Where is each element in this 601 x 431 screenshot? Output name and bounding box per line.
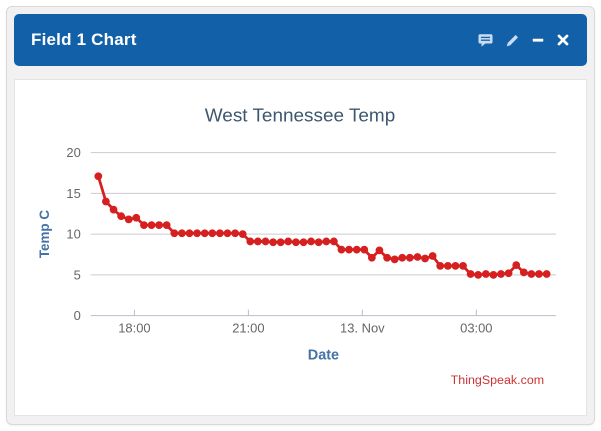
data-point[interactable] <box>185 229 194 238</box>
data-point[interactable] <box>307 237 315 246</box>
data-point[interactable] <box>178 229 186 238</box>
data-point[interactable] <box>94 172 103 181</box>
data-point[interactable] <box>276 238 285 247</box>
data-point[interactable] <box>375 246 384 255</box>
close-icon[interactable] <box>556 33 570 47</box>
data-point[interactable] <box>147 221 156 230</box>
data-point[interactable] <box>109 205 118 214</box>
data-point[interactable] <box>489 270 498 279</box>
data-point[interactable] <box>497 270 505 278</box>
data-point[interactable] <box>504 269 513 278</box>
data-point[interactable] <box>238 230 247 238</box>
data-point[interactable] <box>367 253 376 262</box>
data-point[interactable] <box>140 221 148 230</box>
y-tick-label: 15 <box>66 186 80 201</box>
data-point[interactable] <box>512 261 521 269</box>
data-point[interactable] <box>231 229 240 238</box>
data-point[interactable] <box>284 237 293 246</box>
data-point[interactable] <box>421 254 429 263</box>
data-point[interactable] <box>200 229 209 238</box>
data-point[interactable] <box>466 270 475 278</box>
data-point[interactable] <box>329 237 338 246</box>
data-point[interactable] <box>405 253 414 262</box>
y-tick-label: 10 <box>66 227 80 242</box>
credits-link[interactable]: ThingSpeak.com <box>451 373 544 387</box>
x-tick-label: 21:00 <box>232 321 264 336</box>
x-tick-label: 18:00 <box>118 321 150 336</box>
data-point[interactable] <box>436 262 445 270</box>
data-point[interactable] <box>443 262 452 270</box>
widget-window: Field 1 Chart <box>6 6 595 425</box>
data-point[interactable] <box>474 270 483 279</box>
data-point[interactable] <box>360 245 369 254</box>
x-tick-label: 13. Nov <box>340 321 385 336</box>
data-point[interactable] <box>215 229 224 238</box>
x-axis-title: Date <box>308 347 339 363</box>
data-point[interactable] <box>292 238 300 247</box>
data-point[interactable] <box>322 237 331 246</box>
header-toolbar <box>477 32 570 48</box>
data-point[interactable] <box>519 268 528 277</box>
chart-title: West Tennessee Temp <box>205 106 395 127</box>
collapse-icon[interactable] <box>531 33 545 47</box>
data-point[interactable] <box>542 270 551 278</box>
widget-header: Field 1 Chart <box>14 14 587 66</box>
y-tick-label: 20 <box>66 145 80 160</box>
data-point[interactable] <box>398 253 407 262</box>
data-point[interactable] <box>428 252 437 260</box>
data-point[interactable] <box>299 238 308 247</box>
data-point[interactable] <box>345 245 353 254</box>
data-point[interactable] <box>459 262 467 270</box>
data-point[interactable] <box>383 253 391 262</box>
data-point[interactable] <box>132 213 141 222</box>
data-point[interactable] <box>162 221 171 230</box>
data-point[interactable] <box>535 270 543 278</box>
data-point[interactable] <box>170 229 179 238</box>
data-point[interactable] <box>253 237 262 246</box>
chart-card: 0 5 10 15 20 18:00 21:00 13. Nov 03:00 West Tenne… <box>14 79 587 416</box>
x-tick-label: 03:00 <box>460 321 492 336</box>
widget-title: Field 1 Chart <box>31 30 137 49</box>
data-point[interactable] <box>246 237 255 246</box>
y-axis-title: Temp C <box>37 210 52 258</box>
data-point[interactable] <box>451 262 460 270</box>
data-point[interactable] <box>117 212 126 221</box>
data-point[interactable] <box>261 237 270 246</box>
chart-svg: 0 5 10 15 20 18:00 21:00 13. Nov 03:00 West Tenne… <box>37 106 557 387</box>
annotation-icon[interactable] <box>477 32 494 48</box>
data-point[interactable] <box>352 245 361 254</box>
data-point[interactable] <box>223 229 232 238</box>
data-point[interactable] <box>481 270 490 278</box>
data-point[interactable] <box>193 229 201 238</box>
data-point[interactable] <box>269 238 277 247</box>
data-point[interactable] <box>101 197 110 206</box>
data-point[interactable] <box>527 270 536 278</box>
edit-icon[interactable] <box>505 33 520 48</box>
y-tick-label: 0 <box>74 308 81 323</box>
data-point[interactable] <box>337 245 346 254</box>
data-point[interactable] <box>124 215 133 224</box>
y-tick-label: 5 <box>74 267 81 282</box>
data-point[interactable] <box>208 229 217 238</box>
data-point[interactable] <box>314 238 323 247</box>
data-point[interactable] <box>413 253 422 261</box>
data-point[interactable] <box>390 255 399 264</box>
data-point[interactable] <box>155 221 163 230</box>
